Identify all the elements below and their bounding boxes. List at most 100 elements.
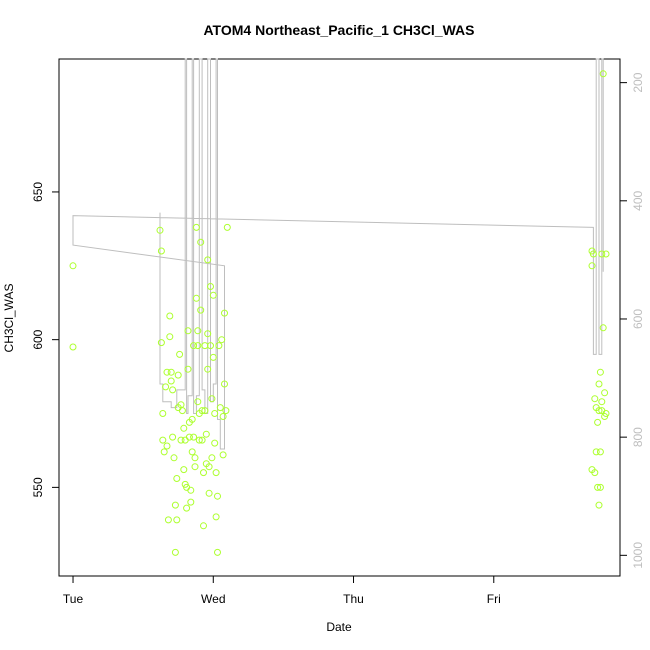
data-point — [599, 324, 607, 332]
data-point — [159, 410, 167, 417]
data-point — [591, 395, 599, 403]
data-point — [596, 448, 604, 456]
data-point — [218, 336, 226, 344]
y2-tick-label: 600 — [631, 309, 645, 329]
y2-tick-label: 1000 — [631, 542, 645, 569]
data-point — [208, 454, 216, 462]
x-axis-label: Date — [326, 620, 352, 634]
data-point — [223, 223, 231, 231]
data-point — [173, 475, 181, 482]
data-point — [194, 342, 202, 350]
data-point — [170, 454, 178, 462]
data-point — [171, 548, 179, 556]
data-point — [594, 483, 602, 491]
data-point — [180, 466, 188, 474]
data-point — [187, 498, 195, 506]
y2-tick-label: 200 — [631, 72, 645, 92]
data-point — [184, 365, 192, 373]
data-point — [601, 389, 609, 397]
data-point — [197, 238, 205, 246]
data-point — [202, 430, 210, 438]
data-point — [163, 442, 171, 450]
y-tick-label: 550 — [31, 477, 45, 497]
data-point — [208, 395, 216, 403]
data-point — [180, 424, 188, 432]
data-point — [215, 342, 223, 350]
data-point — [219, 413, 227, 420]
data-point — [588, 262, 596, 270]
data-point — [163, 368, 171, 376]
data-point — [192, 294, 200, 302]
data-point — [174, 371, 182, 379]
data-point — [187, 486, 195, 494]
data-point — [216, 404, 224, 412]
data-point — [197, 306, 205, 314]
data-point — [589, 250, 597, 258]
data-point — [188, 415, 196, 423]
data-point — [598, 250, 606, 258]
data-point — [169, 433, 177, 441]
data-point — [198, 407, 206, 415]
data-point — [184, 327, 192, 335]
data-point — [167, 377, 175, 385]
data-point — [195, 436, 203, 444]
data-point — [169, 386, 177, 394]
data-point — [171, 501, 179, 509]
data-point — [181, 436, 189, 444]
data-point — [191, 454, 199, 462]
data-point — [204, 365, 212, 373]
data-point — [596, 368, 604, 376]
x-tick-label: Wed — [201, 592, 225, 606]
data-point — [204, 330, 212, 338]
data-point — [591, 469, 599, 477]
y-tick-label: 600 — [31, 329, 45, 349]
data-point — [205, 489, 213, 497]
data-point — [602, 410, 610, 417]
x-axis: Tue Wed Thu Fri — [63, 575, 501, 606]
data-point — [192, 223, 200, 231]
data-point — [200, 522, 207, 530]
y-axis-left: 550 600 650 — [31, 182, 60, 497]
data-point — [191, 463, 199, 471]
data-point — [221, 309, 228, 317]
data-point — [166, 333, 174, 341]
y-axis-right: 200 400 600 800 1000 — [619, 72, 645, 569]
data-point — [209, 291, 217, 299]
chart-title: ATOM4 Northeast_Pacific_1 CH3Cl_WAS — [203, 22, 474, 38]
y2-tick-label: 400 — [631, 190, 645, 210]
data-point — [159, 436, 167, 444]
data-point — [160, 448, 168, 456]
data-point — [595, 380, 603, 388]
data-point — [162, 383, 170, 391]
data-point — [183, 504, 191, 512]
data-point — [209, 353, 217, 361]
data-point — [188, 448, 196, 456]
data-point — [190, 433, 198, 441]
data-points — [69, 70, 610, 556]
x-tick-label: Fri — [487, 592, 501, 606]
plot-frame — [58, 58, 621, 577]
data-point — [211, 439, 219, 447]
data-point — [211, 410, 219, 417]
pressure-trace — [72, 58, 604, 450]
y2-tick-label: 800 — [631, 427, 645, 447]
data-point — [69, 343, 77, 351]
data-point — [198, 436, 206, 444]
data-point — [595, 407, 603, 415]
y-axis-label: CH3Cl_WAS — [2, 284, 16, 353]
pressure-line — [72, 58, 604, 450]
x-tick-label: Thu — [343, 592, 364, 606]
data-point — [157, 339, 165, 347]
data-point — [602, 250, 610, 258]
data-point — [594, 418, 602, 426]
data-point — [219, 451, 227, 459]
data-point — [69, 262, 77, 270]
data-point — [190, 342, 198, 350]
data-point — [177, 436, 185, 444]
data-point — [214, 548, 221, 556]
data-point — [156, 226, 164, 234]
data-point — [194, 398, 202, 406]
data-point — [185, 433, 193, 441]
data-point — [207, 342, 214, 350]
